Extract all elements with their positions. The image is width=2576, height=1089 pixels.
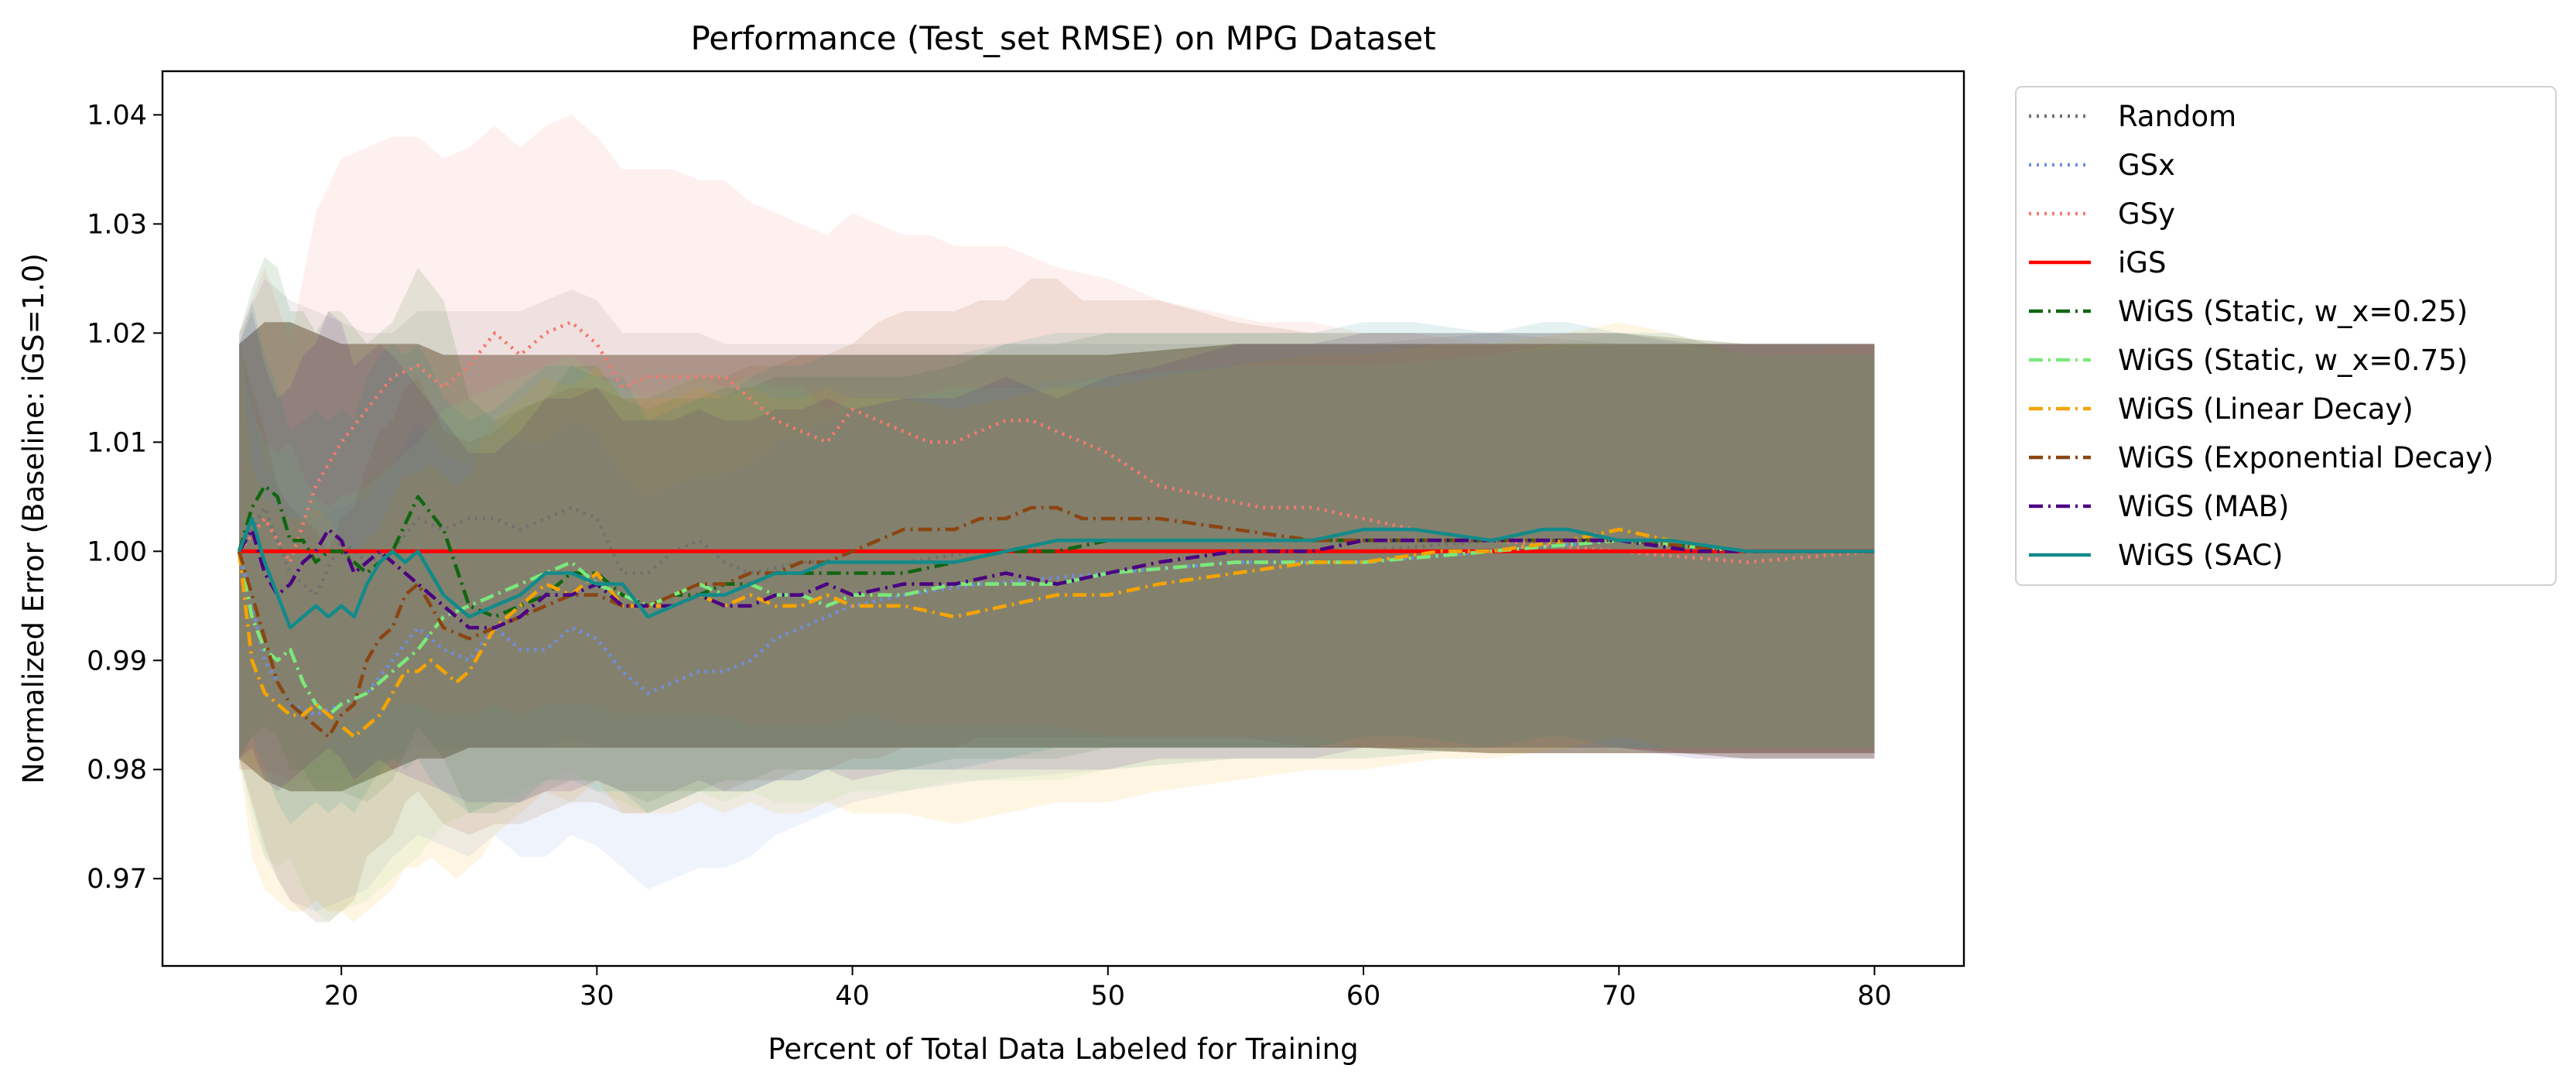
chart-title: Performance (Test_set RMSE) on MPG Datas… — [690, 19, 1435, 57]
legend-label-random: Random — [2118, 100, 2236, 133]
legend-frame — [2015, 86, 2557, 586]
legend-label-wigs-exponential-decay: WiGS (Exponential Decay) — [2118, 441, 2494, 474]
x-tick-label: 70 — [1602, 981, 1637, 1012]
confidence-bands — [239, 115, 1875, 923]
y-tick-label: 1.02 — [87, 318, 147, 349]
legend: Random GSx GSy iGS WiGS (Static, w_x=0.25) Wi… — [2015, 86, 2557, 586]
band-common-overlap — [239, 322, 1875, 792]
y-axis-ticks: 0.97 0.98 0.99 1.00 1.01 1.02 1.03 1.04 — [87, 100, 162, 895]
band-wigs-static-w-x-0-25 — [239, 256, 1875, 813]
line-wigs-sac — [237, 516, 1875, 630]
legend-label-gsx: GSx — [2118, 149, 2175, 182]
legend-label-igs: iGS — [2118, 246, 2166, 279]
band-wigs-linear-decay — [239, 322, 1875, 923]
x-tick-label: 60 — [1346, 981, 1381, 1012]
x-tick-label: 20 — [324, 981, 359, 1012]
x-axis-ticks: 20 30 40 50 60 70 80 — [324, 966, 1892, 1012]
plot-frame — [161, 70, 1965, 967]
legend-label-wigs-sac: WiGS (SAC) — [2118, 539, 2284, 572]
y-tick-label: 0.98 — [87, 755, 147, 786]
y-tick-label: 1.03 — [87, 209, 147, 240]
legend-label-wigs-static-w-x-0-25: WiGS (Static, w_x=0.25) — [2118, 295, 2468, 328]
series-lines — [237, 320, 1875, 739]
y-tick-label: 0.97 — [87, 864, 147, 895]
x-tick-label: 40 — [835, 981, 870, 1012]
y-axis-label: Normalized Error (Baseline: iGS=1.0) — [17, 253, 50, 784]
x-tick-label: 30 — [580, 981, 614, 1012]
legend-label-wigs-linear-decay: WiGS (Linear Decay) — [2118, 392, 2414, 426]
band-wigs-mab — [239, 311, 1875, 803]
x-axis-label: Percent of Total Data Labeled for Traini… — [768, 1032, 1358, 1066]
y-tick-label: 1.04 — [87, 100, 147, 131]
legend-label-wigs-static-w-x-0-75: WiGS (Static, w_x=0.75) — [2118, 344, 2468, 377]
line-wigs-exponential-decay — [237, 505, 1875, 739]
y-tick-label: 1.01 — [87, 427, 147, 458]
band-random — [239, 278, 1875, 781]
band-gsx — [239, 344, 1875, 912]
legend-label-wigs-mab: WiGS (MAB) — [2118, 490, 2289, 523]
x-tick-label: 80 — [1857, 981, 1892, 1012]
y-tick-label: 0.99 — [87, 646, 147, 676]
band-wigs-static-w-x-0-75 — [239, 333, 1875, 923]
line-gsx — [237, 538, 1875, 717]
legend-label-gsy: GSy — [2118, 197, 2175, 231]
line-wigs-mab — [238, 527, 1875, 630]
x-tick-label: 50 — [1091, 981, 1126, 1012]
band-wigs-exponential-decay — [239, 278, 1875, 923]
y-tick-label: 1.00 — [87, 536, 147, 567]
legend-items: Random GSx GSy iGS WiGS (Static, w_x=0.25) Wi… — [2029, 100, 2494, 572]
